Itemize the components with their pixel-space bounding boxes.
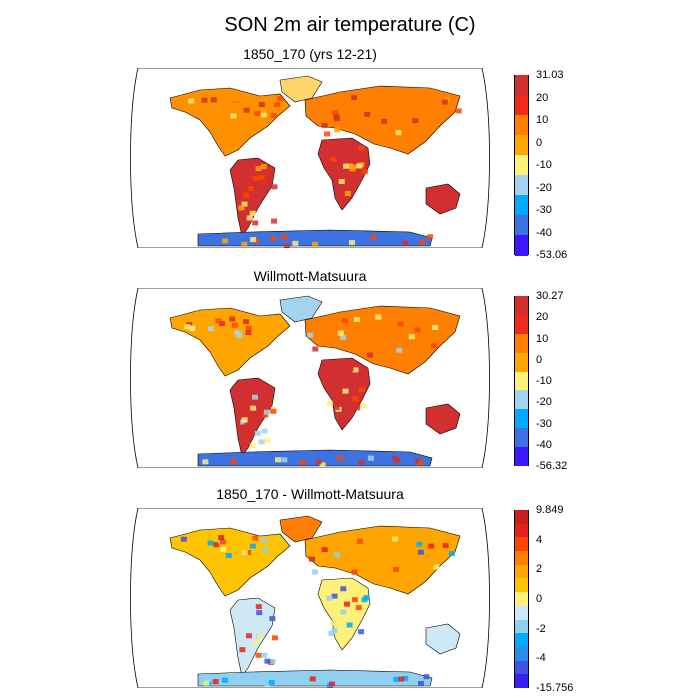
colorbar-label: -2 bbox=[536, 622, 546, 635]
colorbar-label: -20 bbox=[536, 396, 552, 409]
colorbar-swatch bbox=[515, 235, 528, 256]
colorbar-label: 10 bbox=[536, 332, 549, 345]
panel-1-title: 1850_170 (yrs 12-21) bbox=[243, 46, 377, 62]
map-region-africa bbox=[317, 137, 371, 211]
colorbar-label: -40 bbox=[536, 226, 552, 239]
colorbar-swatch bbox=[515, 660, 528, 675]
colorbar-label: -40 bbox=[536, 438, 552, 451]
colorbar-label: 10 bbox=[536, 114, 549, 126]
map-region-australia bbox=[425, 403, 461, 435]
colorbar-swatch bbox=[515, 619, 528, 634]
colorbar-swatch bbox=[515, 633, 528, 648]
panel-3-title: 1850_170 - Willmott-Matsuura bbox=[216, 486, 404, 502]
colorbar-label: 2 bbox=[536, 563, 543, 576]
colorbar-swatch bbox=[515, 390, 528, 410]
colorbar-swatch bbox=[515, 428, 528, 448]
map-region-australia bbox=[425, 623, 461, 655]
colorbar-swatch bbox=[515, 296, 528, 316]
colorbar-swatch bbox=[515, 578, 528, 593]
map-region-greenland bbox=[279, 75, 323, 103]
colorbar-label: -4 bbox=[536, 652, 546, 665]
panel-2-title: Willmott-Matsuura bbox=[253, 268, 367, 284]
colorbar-swatch bbox=[515, 115, 528, 136]
colorbar-label: 20 bbox=[536, 91, 549, 104]
colorbar-label: 0 bbox=[536, 593, 543, 605]
colorbar-swatch bbox=[515, 409, 528, 429]
panel-2-map bbox=[130, 288, 490, 468]
colorbar-label: 20 bbox=[536, 311, 549, 324]
colorbar-label: -15.756 bbox=[536, 682, 574, 694]
colorbar-swatch bbox=[515, 75, 528, 96]
panel-1-colorbar: 31.03 20 10 0 -10 -20 -30 -40 -53.06 bbox=[514, 69, 594, 261]
colorbar-swatch bbox=[515, 95, 528, 116]
colorbar-swatch bbox=[515, 592, 528, 607]
colorbar-swatch bbox=[515, 674, 528, 689]
panel-1-map bbox=[130, 68, 490, 248]
colorbar-swatches bbox=[514, 296, 529, 467]
colorbar-swatch bbox=[515, 564, 528, 579]
colorbar-swatch bbox=[515, 371, 528, 391]
colorbar-label: 4 bbox=[536, 533, 543, 546]
colorbar-label: 0 bbox=[536, 136, 543, 149]
colorbar-label: -53.06 bbox=[536, 249, 568, 261]
colorbar-swatch bbox=[515, 175, 528, 196]
colorbar-label: -30 bbox=[536, 204, 552, 216]
map-region-greenland bbox=[279, 295, 323, 323]
colorbar-label: -10 bbox=[536, 375, 552, 387]
colorbar-swatch bbox=[515, 523, 528, 538]
colorbar-swatch bbox=[515, 646, 528, 662]
colorbar-label: -30 bbox=[536, 417, 552, 430]
map-region-australia bbox=[425, 183, 461, 215]
map-region-africa bbox=[317, 357, 371, 431]
colorbar-swatch bbox=[515, 314, 528, 335]
colorbar-swatch bbox=[515, 551, 528, 566]
colorbar-swatch bbox=[515, 135, 528, 156]
colorbar-swatch bbox=[515, 215, 528, 236]
colorbar-swatch bbox=[515, 195, 528, 216]
colorbar-swatches bbox=[514, 510, 529, 689]
map-region-southAmerica bbox=[229, 597, 276, 677]
map-region-southAmerica bbox=[229, 377, 276, 457]
map-region-greenland bbox=[279, 515, 323, 543]
colorbar-label: 0 bbox=[536, 353, 543, 366]
colorbar-swatch bbox=[515, 352, 528, 373]
colorbar-label: -20 bbox=[536, 181, 552, 194]
colorbar-swatch bbox=[515, 447, 528, 467]
colorbar-label: -56.32 bbox=[536, 460, 568, 472]
colorbar-swatches bbox=[514, 75, 529, 256]
colorbar-label: 9.849 bbox=[536, 504, 564, 516]
map-region-antarctica bbox=[197, 449, 433, 467]
panel-2-colorbar: 30.27 20 10 0 -10 -20 -30 -40 -56.32 bbox=[514, 290, 594, 472]
map-region-northAmerica bbox=[169, 527, 291, 597]
colorbar-swatch bbox=[515, 155, 528, 176]
colorbar-swatch bbox=[515, 510, 528, 525]
panel-3-colorbar: 9.849 4 2 0 -2 -4 -15.756 bbox=[514, 504, 594, 694]
colorbar-swatch bbox=[515, 605, 528, 621]
colorbar-label: 31.03 bbox=[536, 69, 564, 81]
colorbar-label: 30.27 bbox=[536, 290, 564, 302]
map-region-northAmerica bbox=[169, 307, 291, 377]
colorbar-swatch bbox=[515, 333, 528, 354]
colorbar-label: -10 bbox=[536, 159, 552, 171]
colorbar-swatch bbox=[515, 537, 528, 552]
figure-title: SON 2m air temperature (C) bbox=[224, 14, 476, 36]
panel-3-map bbox=[130, 508, 490, 688]
